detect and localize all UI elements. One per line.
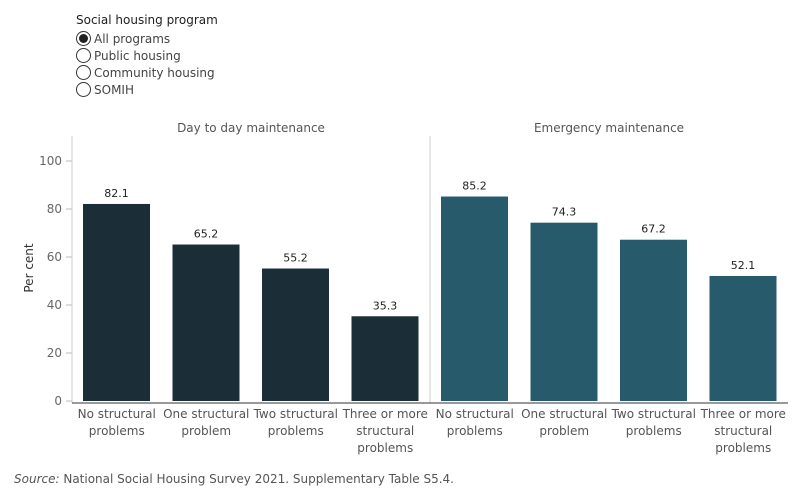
radio-label: All programs xyxy=(94,31,171,46)
y-tick-label: 100 xyxy=(39,154,62,168)
x-tick-label: No structural problems xyxy=(436,407,514,438)
radio-label: Community housing xyxy=(94,65,215,80)
radio-option-all-programs[interactable]: All programs xyxy=(76,30,218,47)
x-tick-label: Two structural problems xyxy=(253,407,338,438)
radio-option-community-housing[interactable]: Community housing xyxy=(76,64,218,81)
x-tick-label: No structural problems xyxy=(78,407,156,438)
radio-button-icon[interactable] xyxy=(76,65,91,80)
x-tick-label: One structural problem xyxy=(521,407,607,438)
radio-label: Public housing xyxy=(94,48,181,63)
data-label: 52.1 xyxy=(731,259,756,272)
radio-option-public-housing[interactable]: Public housing xyxy=(76,47,218,64)
y-tick-label: 20 xyxy=(47,346,62,360)
data-label: 55.2 xyxy=(283,252,308,265)
source-text: National Social Housing Survey 2021. Sup… xyxy=(59,472,454,486)
x-tick-label: Three or more structural problems xyxy=(700,407,786,455)
bar xyxy=(530,222,598,401)
data-label: 74.3 xyxy=(552,206,577,219)
data-label: 65.2 xyxy=(194,228,219,241)
filter-title: Social housing program xyxy=(76,13,218,27)
panel-title: Day to day maintenance xyxy=(177,121,325,135)
bar xyxy=(83,203,150,401)
data-label: 67.2 xyxy=(641,223,666,236)
data-label: 35.3 xyxy=(373,299,398,312)
radio-label: SOMIH xyxy=(94,82,134,97)
data-label: 85.2 xyxy=(462,180,487,193)
bar xyxy=(441,196,508,401)
y-axis-label: Per cent xyxy=(22,243,36,293)
y-tick-label: 80 xyxy=(47,202,62,216)
radio-button-icon[interactable] xyxy=(76,31,91,46)
radio-button-icon[interactable] xyxy=(76,82,91,97)
program-filter: Social housing program All programs Publ… xyxy=(76,12,218,98)
bar xyxy=(620,239,687,401)
panel-title: Emergency maintenance xyxy=(534,121,684,135)
bar-chart: Per cent 0 20 40 60 80 100 Day to day maintenan… xyxy=(22,121,788,455)
x-tick-label: Two structural problems xyxy=(611,407,696,438)
radio-option-somih[interactable]: SOMIH xyxy=(76,81,218,98)
data-label: 82.1 xyxy=(104,187,129,200)
y-tick-label: 0 xyxy=(54,394,62,408)
bar xyxy=(172,244,240,401)
y-tick-label: 40 xyxy=(47,298,62,312)
bar xyxy=(351,316,419,401)
source-prefix: Source: xyxy=(14,472,60,486)
bar xyxy=(709,275,777,401)
x-tick-label: Three or more structural problems xyxy=(342,407,428,455)
bar xyxy=(262,268,329,401)
source-note: Source: National Social Housing Survey 2… xyxy=(14,472,454,486)
y-tick-label: 60 xyxy=(47,250,62,264)
radio-button-icon[interactable] xyxy=(76,48,91,63)
x-tick-label: One structural problem xyxy=(163,407,249,438)
